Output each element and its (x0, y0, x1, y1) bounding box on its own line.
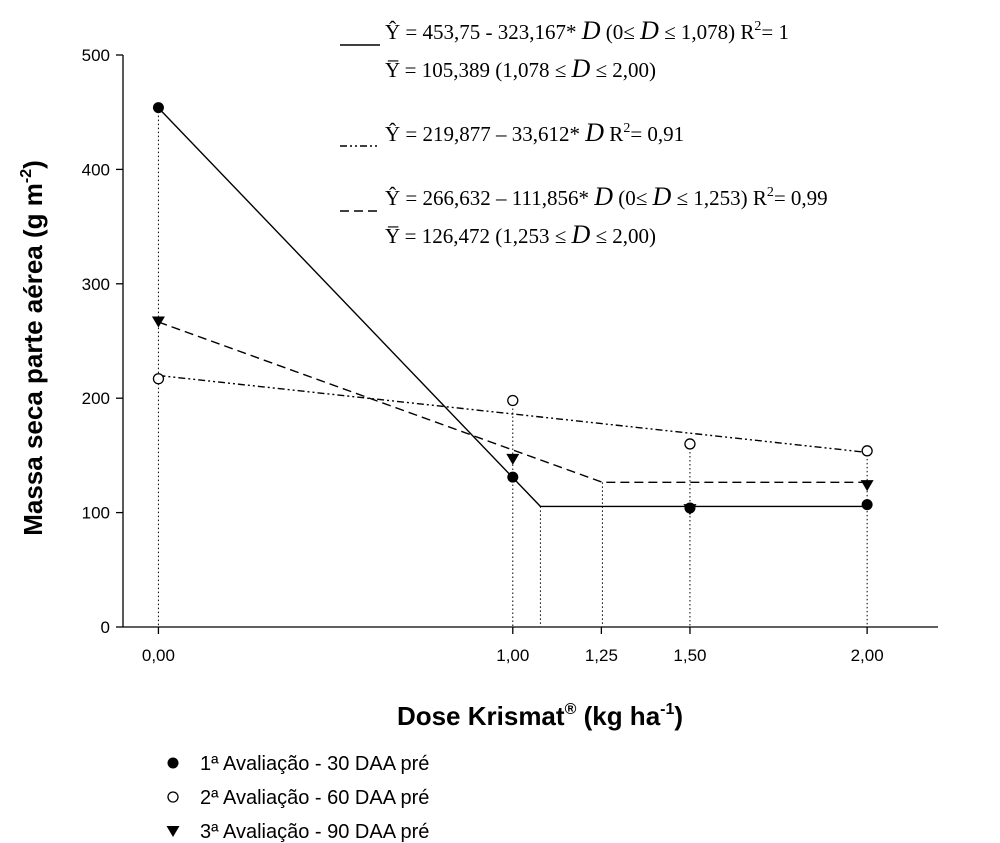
data-point-series-1 (152, 102, 164, 114)
x-tick-label: 1,25 (585, 646, 618, 665)
fit-line-series-1 (157, 107, 868, 508)
legend-marker-series-1 (167, 757, 179, 769)
legend-label-series-2: 2ª Avaliação - 60 DAA pré (200, 787, 429, 809)
legend: 1ª Avaliação - 30 DAA pré 2ª Avaliação -… (166, 753, 429, 843)
data-point-series-2 (507, 394, 519, 407)
x-axis-title: Dose Krismat® (kg ha-1) (397, 701, 683, 731)
legend-label-series-1: 1ª Avaliação - 30 DAA pré (200, 753, 429, 775)
y-axis-title-exp: -2 (18, 169, 35, 183)
data-point-series-1 (861, 499, 873, 511)
y-axis-title: Massa seca parte aérea (g m-2) (18, 160, 48, 536)
x-axis-title-reg: ® (565, 701, 577, 718)
y-tick-label: 500 (82, 46, 110, 65)
fit-lines (157, 107, 868, 508)
data-points (151, 102, 874, 516)
y-tick-label: 300 (82, 275, 110, 294)
y-tick-label: 0 (101, 618, 110, 637)
equation-1-line-2: Y̅ = 105,389 (1,078 ≤ D ≤ 2,00) (385, 54, 656, 83)
x-axis-title-main: Dose Krismat (397, 701, 565, 731)
y-tick-label: 400 (82, 160, 110, 179)
data-point-series-1 (507, 471, 519, 483)
data-point-series-3 (860, 480, 874, 492)
axes (116, 54, 938, 634)
x-tick-labels: 0,00 1,00 1,25 1,50 2,00 (142, 646, 884, 665)
y-tick-label: 100 (82, 504, 110, 523)
x-tick-label: 2,00 (851, 646, 884, 665)
y-axis-title-main: Massa seca parte aérea (g m (18, 183, 48, 536)
data-point-series-3 (683, 504, 697, 516)
legend-label-series-3: 3ª Avaliação - 90 DAA pré (200, 821, 429, 843)
x-tick-label: 1,00 (496, 646, 529, 665)
y-tick-labels: 0 100 200 300 400 500 (82, 46, 110, 637)
equation-1-line-1: Ŷ = 453,75 - 323,167* D (0≤ D ≤ 1,078) R… (385, 16, 789, 45)
data-point-series-2 (861, 445, 873, 457)
fit-line-series-3 (158, 321, 868, 483)
x-axis-title-unit: (kg ha (576, 701, 660, 731)
data-point-series-3 (506, 453, 520, 465)
legend-marker-series-2 (167, 791, 179, 803)
equation-3-line-2: Y̅ = 126,472 (1,253 ≤ D ≤ 2,00) (385, 220, 656, 249)
legend-marker-series-3 (166, 826, 180, 837)
x-axis-title-exp: -1 (660, 701, 674, 718)
y-axis-title-close: ) (18, 160, 48, 169)
equation-2-line-1: Ŷ = 219,877 – 33,612* D R2= 0,91 (385, 118, 684, 147)
data-point-series-2 (152, 373, 165, 385)
data-point-series-2 (684, 438, 696, 450)
x-tick-label: 0,00 (142, 646, 175, 665)
y-tick-label: 200 (82, 389, 110, 408)
x-tick-label: 1,50 (673, 646, 706, 665)
x-axis-title-close: ) (674, 701, 683, 731)
data-point-series-3 (151, 316, 165, 328)
fit-line-series-2 (158, 374, 868, 454)
equation-3-line-1: Ŷ = 266,632 – 111,856* D (0≤ D ≤ 1,253) … (385, 182, 828, 211)
